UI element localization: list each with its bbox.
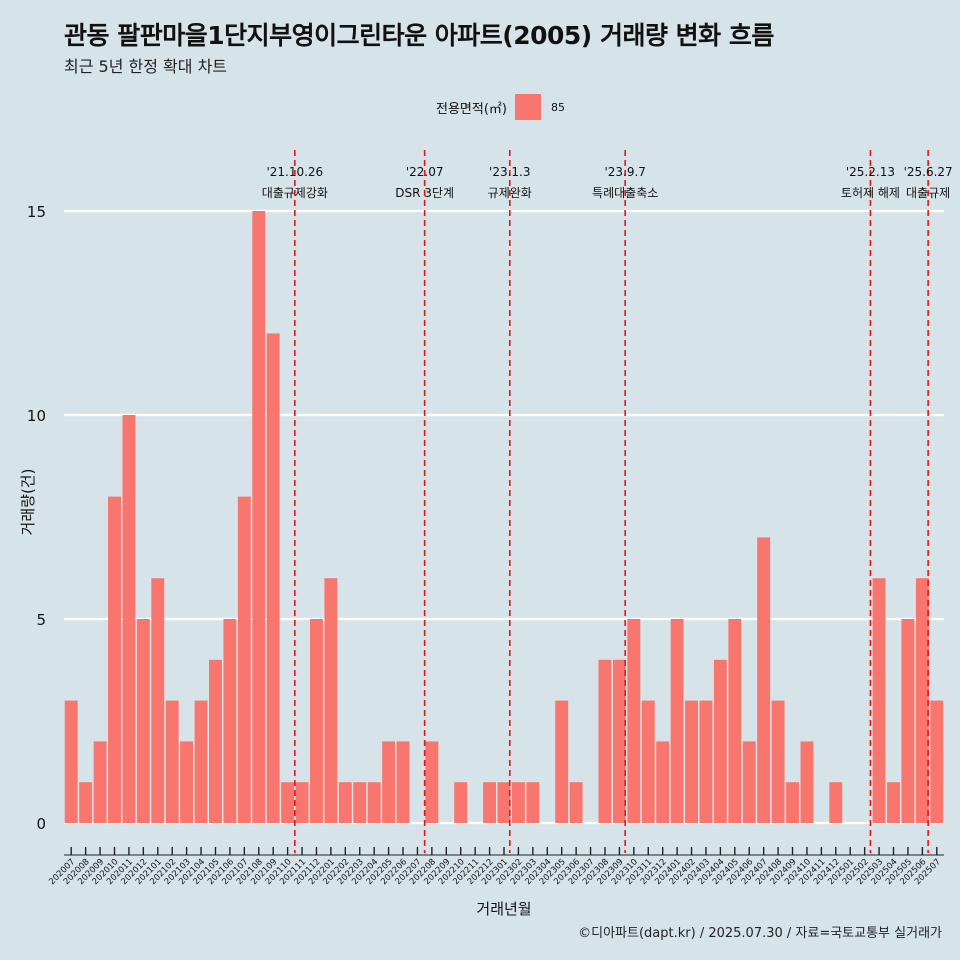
event-label: 대출규제강화 — [262, 186, 328, 200]
bar — [237, 496, 251, 823]
bar — [887, 782, 900, 823]
event-label: 규제완화 — [488, 186, 532, 200]
bar — [122, 415, 136, 823]
event-label: 특례대출축소 — [592, 186, 658, 200]
bar — [728, 619, 742, 823]
bar — [266, 333, 280, 823]
bar — [396, 741, 410, 823]
bar — [454, 782, 468, 823]
bar — [93, 741, 107, 823]
bar — [295, 782, 309, 823]
bar — [771, 700, 785, 823]
bar — [497, 782, 511, 823]
bar — [915, 578, 929, 823]
event-date-label: '22.07 — [406, 165, 444, 179]
bar — [425, 741, 439, 823]
event-label: 토허제 해제 — [841, 186, 900, 200]
bar — [930, 700, 944, 823]
y-axis-label: 거래량(건) — [19, 469, 37, 536]
y-tick-label: 5 — [36, 611, 46, 629]
bar — [324, 578, 338, 823]
y-tick-label: 15 — [27, 203, 46, 221]
event-date-label: '21.10.26 — [266, 165, 323, 179]
bar — [64, 700, 78, 823]
bar — [829, 782, 843, 823]
bar — [612, 659, 626, 823]
event-date-label: '23.9.7 — [604, 165, 645, 179]
event-date-label: '23.1.3 — [489, 165, 530, 179]
legend: 전용면적(㎡) 85 — [436, 94, 565, 120]
bar — [742, 741, 756, 823]
bar — [526, 782, 540, 823]
bar — [641, 700, 655, 823]
bar — [656, 741, 670, 823]
bar — [353, 782, 367, 823]
y-axis: 0 5 10 15 — [27, 203, 46, 833]
bar — [786, 782, 799, 823]
event-label: DSR 3단계 — [395, 186, 454, 200]
bar — [555, 700, 569, 823]
event-date-label: '25.2.13 — [846, 165, 895, 179]
x-axis-label: 거래년월 — [476, 900, 531, 918]
bar — [713, 659, 727, 823]
bars — [64, 211, 944, 823]
y-tick-label: 0 — [36, 815, 46, 833]
bar — [511, 782, 525, 823]
bar — [79, 782, 93, 823]
bar — [670, 619, 684, 823]
chart-title: 관동 팔판마을1단지부영이그린타운 아파트(2005) 거래량 변화 흐름 — [64, 21, 774, 50]
bar — [194, 700, 208, 823]
bar — [281, 782, 295, 823]
bar — [151, 578, 165, 823]
event-date-label: '25.6.27 — [904, 165, 953, 179]
bar — [165, 700, 179, 823]
bar — [180, 741, 194, 823]
bar — [757, 537, 771, 823]
legend-title: 전용면적(㎡) — [436, 101, 507, 117]
bar — [252, 211, 266, 823]
legend-label: 85 — [550, 100, 565, 114]
chart-subtitle: 최근 5년 한정 확대 차트 — [64, 57, 228, 76]
bar — [309, 619, 323, 823]
bar — [338, 782, 352, 823]
bar — [872, 578, 886, 823]
y-tick-label: 10 — [27, 407, 46, 425]
bar — [367, 782, 381, 823]
bar — [136, 619, 150, 823]
bar — [569, 782, 583, 823]
bar — [699, 700, 713, 823]
bar — [223, 619, 237, 823]
event-label: 대출규제 — [906, 186, 950, 200]
bar — [901, 619, 915, 823]
event-lines: '21.10.26 대출규제강화 '22.07 DSR 3단계 '23.1.3 규제완화 '… — [262, 150, 953, 853]
bar — [598, 659, 612, 823]
footer-credit: ©디아파트(dapt.kr) / 2025.07.30 / 자료=국토교통부 실… — [578, 926, 942, 941]
bar — [800, 741, 814, 823]
bar — [627, 619, 641, 823]
bar — [483, 782, 497, 823]
bar — [209, 659, 222, 823]
bar — [382, 741, 396, 823]
bar — [685, 700, 699, 823]
x-axis: 2020072020082020092020102020112020122021… — [47, 847, 944, 887]
legend-swatch — [514, 94, 541, 120]
bar — [108, 496, 121, 823]
